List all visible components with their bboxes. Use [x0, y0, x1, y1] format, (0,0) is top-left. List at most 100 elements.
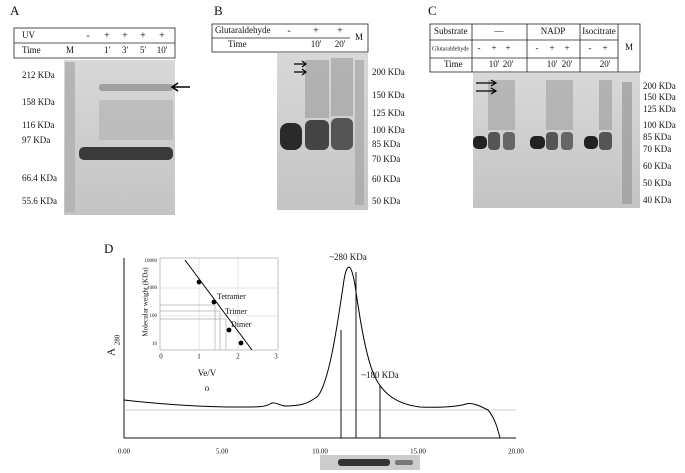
marker-label: 55.6 KDa	[22, 196, 57, 206]
x-tick-label: 20.00	[508, 448, 524, 456]
gel-smear	[331, 58, 353, 116]
lane-time: 20'	[335, 39, 346, 49]
inset-y-tick: 1000	[147, 286, 158, 291]
marker-label: 212 KDa	[22, 70, 55, 80]
marker-label: 100 KDa	[643, 120, 676, 130]
gel-lane	[65, 62, 75, 212]
gel-band	[561, 132, 573, 150]
lane-sign: +	[602, 43, 607, 53]
y-axis-label: A	[106, 348, 118, 356]
row-header: Glutaraldehyde	[432, 46, 469, 52]
marker-label: 85 KDa	[372, 139, 400, 149]
lane-sign: +	[159, 30, 165, 41]
gel-band	[503, 132, 515, 150]
gel-band	[331, 118, 353, 150]
marker-label: 60 KDa	[643, 161, 671, 171]
row-header: UV	[22, 30, 35, 40]
panel-label: B	[214, 3, 223, 18]
marker-label: 158 KDa	[22, 97, 55, 107]
gel-band	[395, 460, 413, 465]
lane-time: 1'	[104, 45, 111, 55]
gel-smear	[599, 80, 612, 130]
lane-sign: -	[589, 43, 592, 53]
marker-label: 150 KDa	[643, 92, 676, 102]
gel-band	[584, 136, 598, 149]
panel-c	[429, 23, 641, 208]
point-label: Trimer	[225, 307, 247, 316]
panel-d	[123, 257, 516, 470]
lane-sign: -	[478, 43, 481, 53]
point-label: Dimer	[231, 320, 252, 329]
lane-time: 10'	[489, 59, 500, 69]
standard-point	[211, 299, 217, 305]
gel-band	[338, 459, 390, 466]
point-label: Tetramer	[217, 292, 246, 301]
lane-sign: +	[313, 25, 319, 36]
gel-band	[280, 123, 302, 150]
marker-label: 50 KDa	[372, 196, 400, 206]
lane-time: 20'	[503, 59, 514, 69]
marker-label: 200 KDa	[372, 67, 405, 77]
substrate-label: NADP	[541, 26, 566, 36]
lane-label: M	[625, 42, 633, 52]
marker-label: 125 KDa	[372, 108, 405, 118]
lane-time: 10'	[547, 59, 558, 69]
lane-time: 10'	[311, 39, 322, 49]
lane-sign: +	[564, 43, 569, 53]
inset-x-tick: 3	[274, 353, 278, 361]
lane-sign: +	[549, 43, 554, 53]
marker-label: 200 KDa	[643, 81, 676, 91]
standard-point	[238, 340, 244, 346]
inset-y-tick: 100	[150, 314, 158, 319]
gel-band	[99, 84, 173, 91]
lane-sign: +	[104, 30, 110, 41]
marker-label: 50 KDa	[643, 178, 671, 188]
marker-label: 150 KDa	[372, 90, 405, 100]
panel-label: D	[104, 241, 113, 256]
marker-label: 66.4 KDa	[22, 173, 57, 183]
lane-time: 10'	[157, 45, 168, 55]
gel-smear	[488, 80, 515, 130]
chromatogram-trace	[123, 266, 501, 439]
marker-label: 60 KDa	[372, 174, 400, 184]
gel-band	[488, 132, 500, 150]
lane-sign: -	[536, 43, 539, 53]
inset-x-tick: 2	[236, 353, 240, 361]
marker-label: 100 KDa	[372, 125, 405, 135]
inset-grid	[160, 258, 278, 350]
lane-sign: +	[505, 43, 510, 53]
marker-label: 125 KDa	[643, 104, 676, 114]
arrow	[170, 82, 190, 92]
inset-y-tick: 10000	[145, 259, 158, 264]
lane-time: 5'	[140, 45, 147, 55]
lane-sign: -	[86, 30, 89, 41]
arrow	[476, 79, 498, 95]
panel-label: C	[428, 3, 437, 18]
gel-band	[599, 132, 612, 150]
lane-label: M	[355, 32, 363, 42]
substrate-label: —	[494, 26, 505, 36]
panel-b	[211, 23, 369, 210]
gel-band	[530, 136, 545, 149]
arrow	[294, 60, 307, 76]
lane-time: 3'	[122, 45, 129, 55]
gel-smear	[546, 80, 573, 130]
lane-time: 20'	[600, 59, 611, 69]
panel-label: A	[10, 3, 20, 18]
lane-time: 20'	[562, 59, 573, 69]
inset-y-tick: 10	[152, 342, 158, 347]
fit-line	[184, 259, 253, 351]
row-header: Glutaraldehyde	[215, 25, 270, 35]
x-tick-label: 10.00	[312, 448, 328, 456]
inset-x-label-sub: o	[205, 383, 210, 393]
gel-band	[305, 120, 329, 150]
gel-smear	[305, 60, 329, 118]
standard-point	[226, 327, 232, 333]
inset-y-label: Molecular weight (KDa)	[142, 267, 150, 337]
marker-label: 70 KDa	[643, 144, 671, 154]
marker-label: 85 KDa	[643, 132, 671, 142]
x-tick-label: 0.00	[118, 448, 131, 456]
inset-x-tick: 1	[197, 353, 201, 361]
lane-label: M	[66, 45, 74, 55]
